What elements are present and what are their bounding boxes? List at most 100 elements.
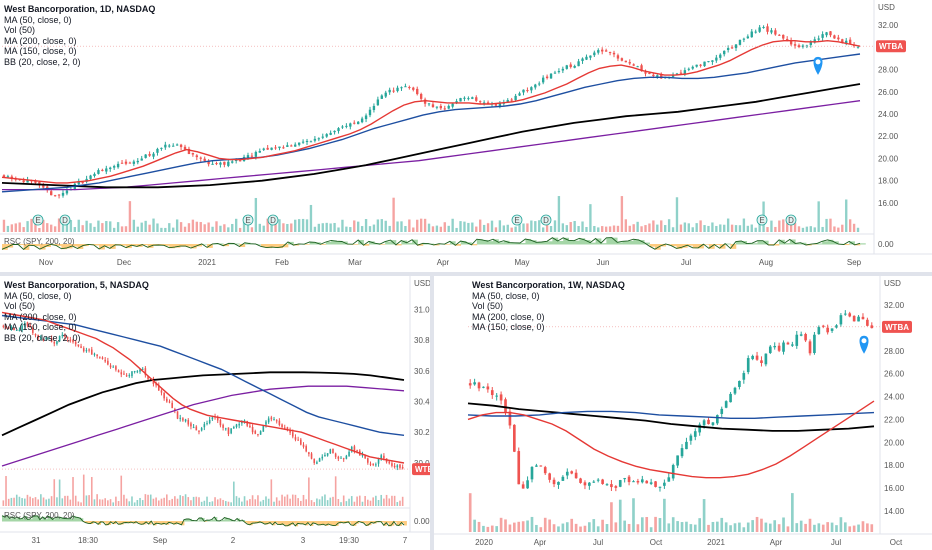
daily-chart-pane[interactable]: USD32.0030.0028.0026.0024.0022.0020.0018… [0,0,932,272]
week-candle-body [724,401,728,408]
week-volume-bar [720,517,724,532]
daily-volume-bar [305,219,309,232]
intra-volume-bar [286,494,289,506]
daily-candle-body [447,105,450,109]
intraday-chart-pane[interactable]: USD 31.00 30.80 30.60 30.40 30.20 3 0.00 WTBA RSC… [0,276,430,550]
daily-volume-bar [112,227,116,232]
week-candle-body [482,386,485,388]
intra-volume-bar [367,499,369,506]
intra-volume-bar [206,496,208,506]
daily-rsc-bar [163,244,170,246]
daily-candle-body [368,109,372,116]
daily-candle-body [789,40,793,45]
intra-volume-bar [275,497,278,506]
week-candle-body [521,484,525,489]
week-volume-bar [610,502,613,532]
intra-volume-bar [310,500,313,506]
week-volume-bar [786,526,790,532]
daily-candle-body [77,180,80,185]
daily-candle-body [101,169,104,171]
daily-volume-bar [742,218,746,232]
daily-rsc-bar [784,243,791,245]
week-candle-body [663,482,666,486]
daily-candle-body [408,87,411,89]
daily-volume-bar [557,196,561,232]
daily-candle-body [203,158,206,161]
intra-candle-body [222,424,224,428]
daily-rsc-value: 0.00 [878,240,894,249]
daily-volume-bar [734,225,738,232]
daily-rsc-bar [773,244,780,246]
daily-volume-bar [372,224,376,232]
daily-rsc-bar [822,241,828,245]
intra-volume-bar [90,476,93,506]
week-volume-bar [773,520,777,532]
intra-time-tick-2: Sep [153,536,168,545]
daily-candle-body [671,75,675,78]
week-volume-bar [468,493,472,532]
daily-volume-bar [116,222,120,232]
daily-rsc-bar [266,244,273,249]
intra-rsc-bar [75,517,79,522]
intra-volume-bar [5,476,7,506]
daily-candle-body [34,180,37,183]
daily-rsc-bar [611,237,618,245]
daily-volume-bar [565,225,568,232]
intra-candle-body [107,360,109,365]
daily-candle-body [400,87,403,89]
daily-volume-bar [652,220,655,232]
intra-volume-bar [48,498,50,506]
week-candle-body [468,383,472,386]
daily-candle-body [380,95,383,99]
week-candle-body [693,431,697,437]
intra-volume-bar [42,497,45,506]
daily-volume-bar [396,221,399,232]
intra-volume-bar [396,502,399,506]
intra-candle-body [133,371,136,373]
week-candle-body [716,415,719,424]
daily-event-marker [540,214,552,226]
intra-candle-body [342,458,345,460]
week-candle-body [504,399,507,413]
week-candle-body [782,342,785,352]
intra-candle-body [128,375,131,377]
daily-candle-body [451,103,454,107]
daily-candle-body [419,93,423,99]
daily-rsc-bar [325,241,332,245]
daily-candle-body [475,97,478,101]
intra-candle-body [367,458,369,463]
daily-chart-canvas[interactable]: USD32.0030.0028.0026.0024.0022.0020.0018… [0,0,932,272]
intra-volume-bar [332,496,334,506]
intra-bb-line [1,385,405,467]
vertical-divider[interactable] [430,276,434,550]
daily-candle-body [538,83,541,85]
daily-candle-body [494,104,498,106]
daily-volume-bar [160,227,163,232]
weekly-chart-pane[interactable]: USD32.0030.0028.0026.0024.0022.0020.0018… [434,276,932,550]
week-candle-body [583,482,587,486]
daily-volume-bar [77,219,80,232]
week-volume-bar [680,522,684,532]
intra-volume-bar [233,481,235,506]
daily-volume-bar [723,224,726,232]
intra-volume-bar [195,496,198,506]
week-volume-bar [738,522,741,532]
intraday-chart-canvas[interactable]: USD 31.00 30.80 30.60 30.40 30.20 3 0.00 WTBA RSC… [0,276,430,550]
daily-volume-bar [648,223,651,232]
weekly-chart-canvas[interactable]: USD32.0030.0028.0026.0024.0022.0020.0018… [434,276,932,550]
week-volume-bar [504,519,507,532]
horizontal-divider[interactable] [0,272,932,276]
intra-volume-bar [56,497,58,506]
week-volume-bar [733,523,737,532]
intra-time-tick-6: 7 [403,536,408,545]
daily-volume-bar [109,221,112,232]
daily-volume-bar [392,197,395,232]
daily-candle-body [825,32,828,36]
intra-candle-body [112,366,115,368]
intra-candle-body [275,420,278,422]
intra-candle-body [324,454,326,457]
intra-volume-bar [160,498,163,506]
daily-candle-body [376,99,380,106]
daily-volume-bar [758,218,761,232]
intra-rsc-bar [227,518,230,522]
